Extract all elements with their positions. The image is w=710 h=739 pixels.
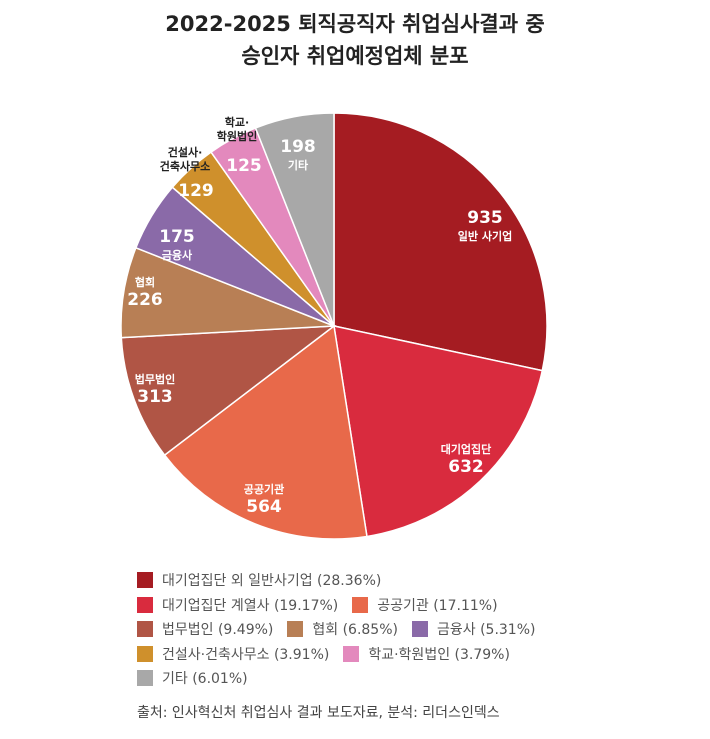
legend-item: 대기업집단 계열사 (19.17%) (137, 595, 338, 615)
pie-slice-0 (333, 112, 548, 372)
legend-swatch (137, 670, 153, 687)
legend-swatch (411, 621, 428, 638)
chart-title-line-2: 승인자 취업예정업체 분포 (241, 44, 469, 68)
legend-item: 협회 (6.85%) (287, 619, 398, 639)
legend-item: 공공기관 (17.11%) (352, 595, 498, 615)
slice-value-construction: 129 (178, 181, 214, 201)
legend-swatch (287, 621, 304, 638)
slice-value-school: 125 (226, 156, 262, 176)
slice-label-school: 학교· 학원법인 (216, 116, 258, 143)
legend-item: 건설사·건축사무소 (3.91%) (137, 644, 329, 664)
legend-label: 협회 (6.85%) (312, 622, 398, 639)
legend-swatch (137, 572, 153, 589)
source-note: 출처: 인사혁신처 취업심사 결과 보도자료, 분석: 리더스인덱스 (137, 705, 500, 721)
legend-item: 금융사 (5.31%) (411, 619, 536, 639)
slice-label-finance: 175 금융사 (159, 227, 195, 262)
legend: 대기업집단 외 일반사기업 (28.36%) 대기업집단 계열사 (19.17%… (137, 568, 549, 691)
legend-label: 대기업집단 계열사 (19.17%) (162, 597, 339, 614)
legend-item: 기타 (6.01%) (137, 668, 248, 688)
legend-item: 대기업집단 외 일반사기업 (28.36%) (137, 570, 381, 590)
legend-label: 건설사·건축사무소 (3.91%) (162, 646, 330, 663)
legend-label: 학교·학원법인 (3.79%) (368, 646, 510, 663)
slice-label-other: 198 기타 (280, 137, 316, 172)
legend-label: 금융사 (5.31%) (436, 622, 536, 639)
legend-item: 학교·학원법인 (3.79%) (343, 644, 510, 664)
slice-label-public: 공공기관 564 (243, 483, 285, 517)
pie-slice-3 (120, 325, 337, 457)
slice-label-association: 협회 226 (127, 276, 163, 310)
slice-label-general: 935 일반 사기업 (457, 208, 513, 243)
legend-swatch (137, 621, 153, 638)
legend-label: 기타 (6.01%) (162, 671, 248, 688)
legend-swatch (343, 645, 360, 662)
legend-label: 법무법인 (9.49%) (162, 622, 274, 639)
slice-label-law: 법무법인 313 (134, 373, 176, 407)
slice-label-conglomerate: 대기업집단 632 (440, 443, 492, 477)
pie-slice-2 (163, 324, 368, 540)
legend-swatch (137, 596, 153, 613)
chart-title-line-1: 2022-2025 퇴직공직자 취업심사결과 중 (165, 12, 545, 36)
legend-label: 공공기관 (17.11%) (377, 597, 498, 614)
legend-swatch (352, 596, 369, 613)
legend-label: 대기업집단 외 일반사기업 (28.36%) (162, 573, 382, 590)
legend-item: 법무법인 (9.49%) (137, 619, 273, 639)
legend-swatch (137, 645, 153, 662)
pie-slice-1 (333, 325, 544, 538)
pie-slice-8 (254, 112, 335, 327)
slice-label-construction: 건설사· 건축사무소 (159, 146, 211, 173)
